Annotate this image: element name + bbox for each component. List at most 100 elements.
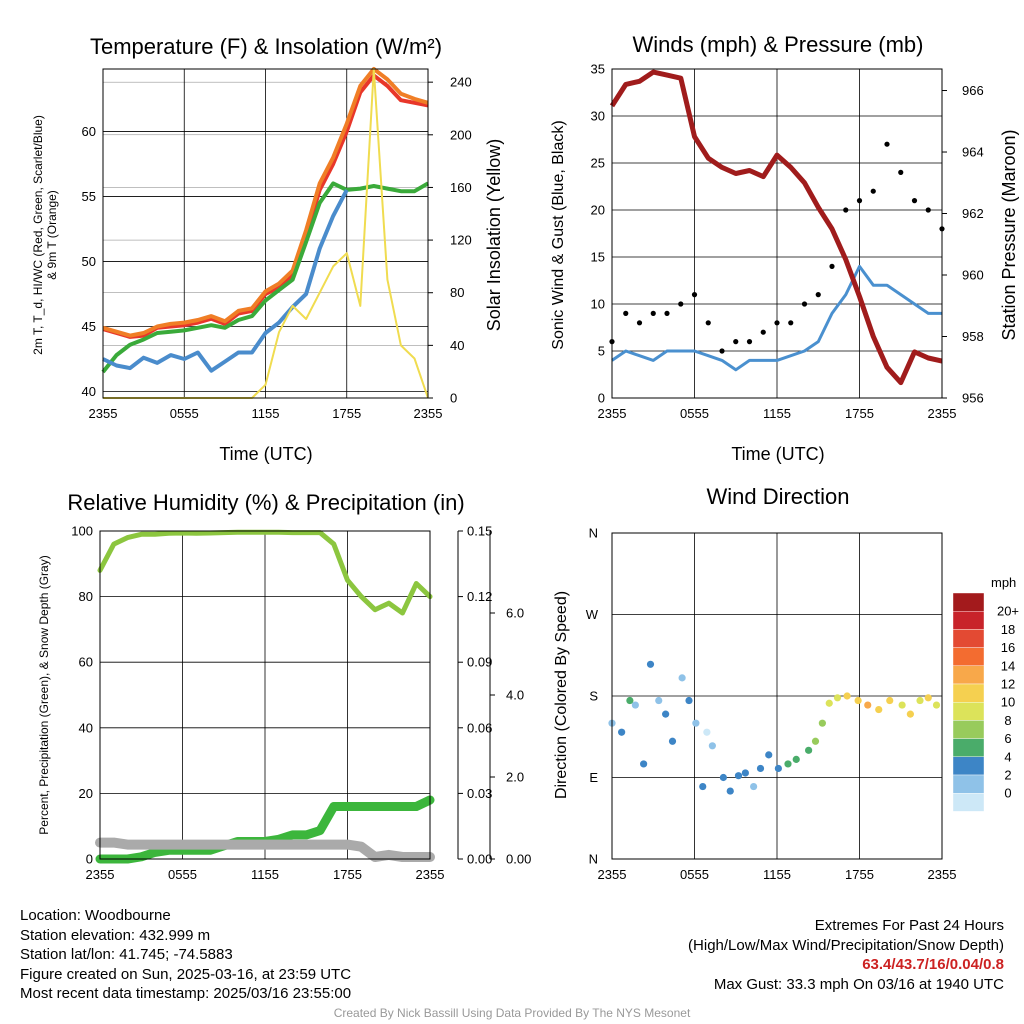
- y2-tick-label: 40: [450, 338, 464, 353]
- legend-label: 16: [1001, 640, 1015, 655]
- direction-point: [898, 701, 906, 709]
- y2-tick-label: 966: [962, 83, 984, 98]
- y-tick-label: E: [589, 770, 598, 785]
- y-tick-label: 45: [82, 319, 96, 334]
- x-tick-label: 1755: [845, 406, 874, 421]
- direction-point: [818, 719, 826, 727]
- gust-point: [746, 339, 753, 345]
- y2-tick-label: 964: [962, 145, 984, 160]
- direction-point: [708, 742, 716, 750]
- y2-tick-label: 80: [450, 285, 464, 300]
- x-tick-label: 1155: [763, 867, 791, 882]
- gust-point: [719, 348, 725, 354]
- y-tick-label: 15: [591, 250, 605, 265]
- winds-pressure-chart: 2355 0555 1155 1755 235505101520253035956958…: [550, 32, 1019, 464]
- y-tick-label: 0: [598, 391, 605, 406]
- y2-axis-label: Solar Insolation (Yellow): [484, 139, 504, 331]
- direction-point: [726, 787, 734, 795]
- precip-tick-label: 0.03: [467, 786, 492, 801]
- y-tick-label: 20: [79, 786, 93, 801]
- precip-tick-label: 0.09: [467, 655, 492, 670]
- precip-tick-label: 0.00: [467, 852, 492, 867]
- direction-point: [662, 710, 670, 718]
- legend-label: 18: [1001, 622, 1015, 637]
- legend-swatch: [952, 756, 985, 776]
- direction-point: [854, 696, 862, 705]
- y-tick-label: 10: [591, 297, 605, 312]
- direction-point: [655, 696, 663, 705]
- y-tick-label: S: [589, 689, 598, 704]
- gust-point: [815, 292, 821, 298]
- direction-point: [886, 696, 894, 705]
- pressure-line: [609, 69, 943, 386]
- y2-tick-label: 160: [450, 180, 472, 195]
- series-line: [101, 181, 430, 374]
- gust-point: [925, 207, 931, 213]
- gust-point: [911, 198, 918, 204]
- x-tick-label: 1155: [251, 867, 279, 882]
- chart-title: Temperature (F) & Insolation (W/m²): [90, 34, 442, 59]
- direction-point: [811, 737, 820, 745]
- y-tick-label: 40: [82, 384, 96, 399]
- legend-label: 0: [1004, 786, 1011, 801]
- x-tick-label: 1755: [845, 867, 874, 882]
- y2-tick-label: 0: [450, 391, 457, 406]
- legend-swatch: [952, 793, 985, 812]
- x-axis-label: Time (UTC): [731, 444, 824, 464]
- y-axis-label: 2m T, T_d, HI/WC (Red, Green, Scarlet/Bl…: [31, 115, 45, 355]
- y2-tick-label: 962: [962, 206, 984, 221]
- x-tick-label: 2355: [928, 867, 957, 882]
- temperature-insolation-chart: 2355 0555 1155 1755 2355 40 45 50 55 60 0 40 80 120 16…: [31, 34, 504, 464]
- direction-point: [678, 674, 686, 682]
- direction-point: [864, 701, 872, 709]
- extremes-box: Extremes For Past 24 Hours (High/Low/Max…: [688, 916, 1004, 994]
- gust-point: [884, 141, 890, 147]
- gust-point: [898, 169, 904, 175]
- chart-title: Relative Humidity (%) & Precipitation (i…: [67, 490, 464, 515]
- y-tick-label: N: [589, 852, 598, 867]
- x-tick-label: 0555: [170, 406, 199, 421]
- humidity-precipitation-chart: 2355 0555 1155 1755 23550204060801000.000.03…: [37, 490, 531, 882]
- direction-point: [792, 755, 800, 763]
- legend-label: 14: [1001, 658, 1015, 673]
- x-tick-label: 1755: [333, 867, 362, 882]
- y-tick-label: 100: [71, 524, 93, 539]
- y-axis-label: Percent, Precipitation (Green), & Snow D…: [37, 555, 51, 834]
- direction-point: [685, 696, 693, 705]
- direction-point: [668, 737, 677, 745]
- y-tick-label: 25: [591, 156, 605, 171]
- direction-point: [741, 769, 749, 777]
- credit-line: Created By Nick Bassill Using Data Provi…: [333, 1006, 691, 1020]
- plot-frame: [611, 532, 943, 860]
- series-line: [102, 188, 349, 373]
- legend-label: 20+: [997, 604, 1019, 619]
- gust-point: [705, 320, 711, 326]
- legend-label: 12: [1001, 677, 1015, 692]
- legend-label: 4: [1004, 749, 1011, 764]
- gust-point: [843, 207, 849, 213]
- direction-point: [699, 782, 707, 791]
- snow-tick-label: 2.0: [506, 770, 524, 785]
- gust-point: [829, 263, 835, 269]
- station-info: Location: Woodbourne Station elevation: …: [20, 906, 351, 1004]
- precip-tick-label: 0.06: [467, 720, 492, 735]
- y-axis-label: & 9m T (Orange): [45, 190, 59, 280]
- series-line: [97, 529, 433, 616]
- x-tick-label: 0555: [168, 867, 197, 882]
- direction-point: [640, 760, 648, 768]
- x-tick-label: 1755: [332, 406, 361, 421]
- direction-point: [924, 694, 932, 702]
- direction-point: [618, 728, 626, 736]
- direction-point: [784, 760, 792, 768]
- max-gust: Max Gust: 33.3 mph On 03/16 at 1940 UTC: [713, 975, 1004, 993]
- direction-point: [719, 773, 727, 782]
- extremes-title: Extremes For Past 24 Hours: [814, 917, 1004, 934]
- snow-tick-label: 6.0: [506, 606, 524, 621]
- gust-point: [691, 292, 698, 298]
- y-tick-label: 5: [598, 344, 605, 359]
- gust-point: [623, 310, 629, 316]
- x-tick-label: 2355: [598, 867, 627, 882]
- direction-point: [631, 701, 639, 709]
- direction-point: [932, 701, 941, 709]
- legend-unit: mph: [991, 575, 1016, 590]
